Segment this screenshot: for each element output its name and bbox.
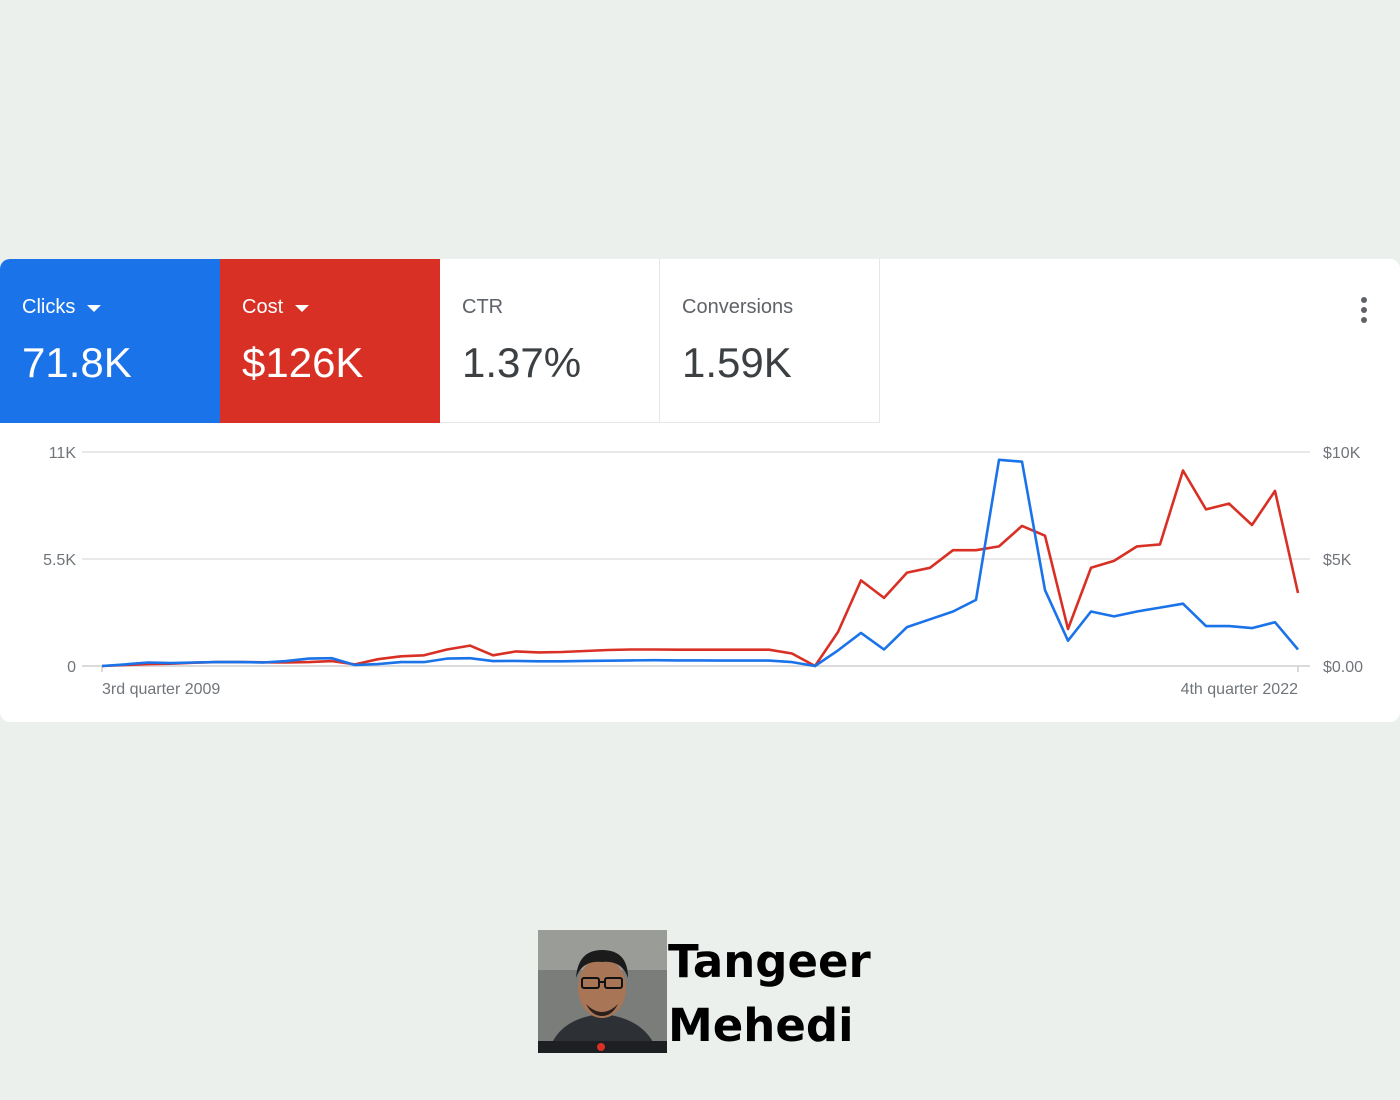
right-axis-tick-label: $5K (1323, 552, 1352, 569)
metric-value-conversions: 1.59K (682, 339, 792, 386)
series-line-cost (101, 469, 1300, 668)
metric-tile-clicks[interactable]: Clicks 71.8K (0, 259, 220, 423)
left-axis-tick-label: 11K (49, 445, 77, 462)
metric-tile-cost[interactable]: Cost $126K (220, 259, 440, 423)
author-name: Tangeer Mehedi (668, 930, 871, 1058)
left-axis-tick-label: 0 (67, 659, 76, 676)
author-first-name: Tangeer (668, 935, 871, 988)
metric-value-clicks: 71.8K (22, 339, 132, 386)
dropdown-arrow-icon[interactable] (87, 305, 102, 312)
performance-card: Clicks 71.8K Cost $126K CTR 1.37% Conver… (0, 259, 1400, 722)
more-vert-icon[interactable] (1360, 297, 1368, 323)
left-axis-tick-label: 5.5K (43, 552, 76, 569)
metric-tile-conversions[interactable]: Conversions 1.59K (660, 259, 880, 423)
metric-value-cost: $126K (242, 339, 364, 386)
line-chart: 0 $0.00 5.5K $5K 11K $10K 3rd quarter 2009 4th … (43, 445, 1363, 698)
author-last-name: Mehedi (668, 999, 854, 1052)
x-axis-start-label: 3rd quarter 2009 (102, 681, 220, 698)
cost-label-text: Cost (242, 296, 284, 318)
author-block: Tangeer Mehedi (538, 930, 871, 1053)
metric-label-ctr: CTR (462, 296, 504, 318)
clicks-label-text: Clicks (22, 296, 76, 318)
right-axis-tick-label: $10K (1323, 445, 1361, 462)
right-axis-tick-label: $0.00 (1323, 659, 1363, 676)
metric-tile-ctr[interactable]: CTR 1.37% (440, 259, 660, 423)
author-photo (538, 930, 667, 1053)
metric-tiles: Clicks 71.8K Cost $126K CTR 1.37% Conver… (0, 259, 880, 423)
dropdown-arrow-icon[interactable] (295, 305, 310, 312)
series-line-clicks (101, 458, 1299, 668)
metric-value-ctr: 1.37% (462, 339, 582, 386)
x-axis-end-label: 4th quarter 2022 (1181, 681, 1299, 698)
metric-label-clicks: Clicks (22, 296, 102, 319)
metric-label-cost: Cost (242, 296, 310, 319)
metric-label-conversions: Conversions (682, 296, 794, 318)
